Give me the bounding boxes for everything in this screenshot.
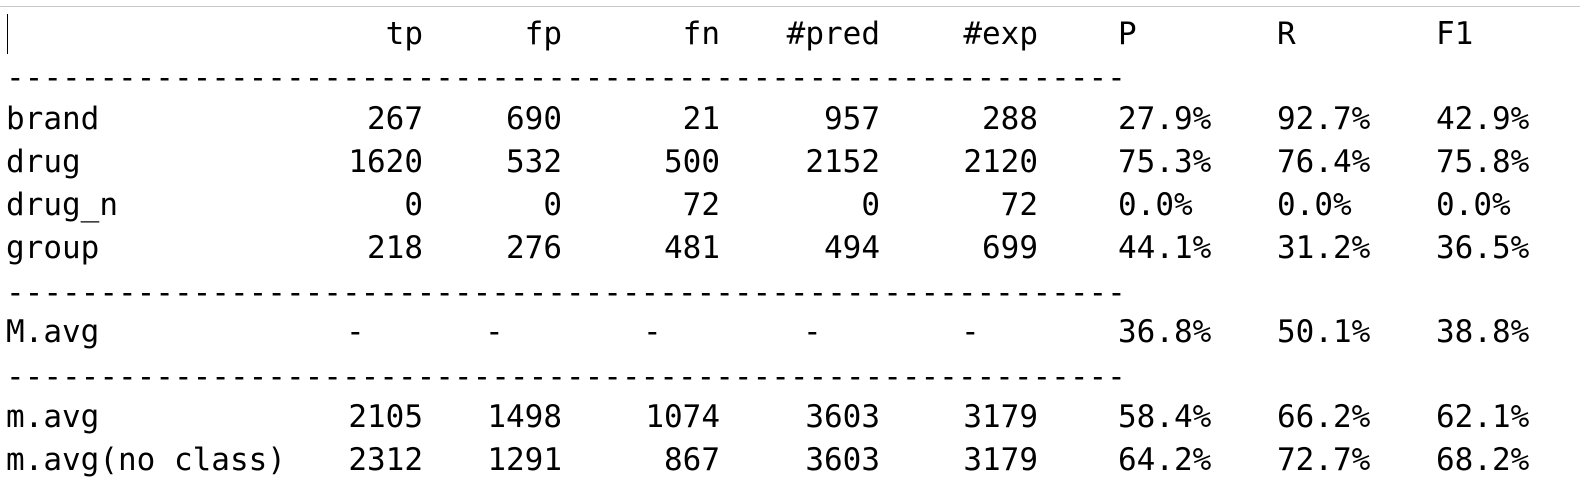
cell-f1: 75.8% — [1436, 144, 1530, 180]
cell-fp: 1291 — [487, 442, 562, 478]
separator-line: ----------------------------------------… — [6, 359, 1126, 395]
cell-fn: 1074 — [645, 399, 720, 435]
cell-pred: 3603 — [805, 442, 880, 478]
row-label: M.avg — [6, 314, 100, 350]
macro-average-row: M.avg - - - - - 36.8% 50.1% 38.8% — [0, 310, 1580, 354]
header-precision: P — [1118, 16, 1137, 52]
cell-recall: 72.7% — [1277, 442, 1371, 478]
cell-exp: 3179 — [963, 442, 1038, 478]
cell-recall: 66.2% — [1277, 399, 1371, 435]
header-pred: #pred — [786, 16, 880, 52]
row-label: drug_n — [6, 187, 118, 223]
table-row: drug 1620 532 500 2152 2120 75.3% 76.4% … — [0, 140, 1580, 184]
cell-fn: 500 — [664, 144, 720, 180]
cell-f1: 42.9% — [1436, 101, 1530, 137]
header-recall: R — [1277, 16, 1296, 52]
cell-precision: 36.8% — [1118, 314, 1212, 350]
cell-precision: 27.9% — [1118, 101, 1212, 137]
cell-fp: 276 — [506, 230, 562, 266]
cell-recall: 31.2% — [1277, 230, 1371, 266]
table-row: brand 267 690 21 957 288 27.9% 92.7% 42.… — [0, 97, 1580, 141]
cell-precision: 44.1% — [1118, 230, 1212, 266]
row-label: brand — [6, 101, 100, 137]
cell-fn: 867 — [664, 442, 720, 478]
header-exp: #exp — [963, 16, 1038, 52]
cell-exp: 288 — [982, 101, 1038, 137]
table-row: group 218 276 481 494 699 44.1% 31.2% 36… — [0, 226, 1580, 270]
cell-tp: 267 — [367, 101, 423, 137]
header-fn: fn — [682, 16, 720, 52]
cell-recall: 92.7% — [1277, 101, 1371, 137]
cell-f1: 68.2% — [1436, 442, 1530, 478]
cell-fp: - — [485, 314, 504, 350]
cell-exp: 2120 — [963, 144, 1038, 180]
cell-f1: 0.0% — [1436, 187, 1511, 223]
cell-exp: 3179 — [963, 399, 1038, 435]
top-border-line — [0, 6, 1580, 7]
row-label: drug — [6, 144, 81, 180]
cell-pred: - — [803, 314, 822, 350]
cell-exp: 72 — [1000, 187, 1038, 223]
cell-fn: - — [643, 314, 662, 350]
cell-recall: 0.0% — [1277, 187, 1352, 223]
table-header-row: tp fp fn #pred #exp P R F1 — [0, 12, 1580, 56]
text-cursor — [7, 14, 8, 54]
cell-tp: 218 — [367, 230, 423, 266]
cell-pred: 3603 — [805, 399, 880, 435]
header-tp: tp — [385, 16, 423, 52]
cell-f1: 62.1% — [1436, 399, 1530, 435]
separator-line: ----------------------------------------… — [6, 275, 1126, 311]
cell-tp: 2312 — [348, 442, 423, 478]
header-fp: fp — [524, 16, 562, 52]
micro-average-row: m.avg 2105 1498 1074 3603 3179 58.4% 66.… — [0, 395, 1580, 439]
cell-tp: 1620 — [348, 144, 423, 180]
cell-precision: 0.0% — [1118, 187, 1193, 223]
cell-pred: 2152 — [805, 144, 880, 180]
cell-f1: 38.8% — [1436, 314, 1530, 350]
micro-average-row: m.avg(no class) 2312 1291 867 3603 3179 … — [0, 438, 1580, 482]
cell-pred: 494 — [824, 230, 880, 266]
cell-precision: 64.2% — [1118, 442, 1212, 478]
header-f1: F1 — [1436, 16, 1474, 52]
row-label: m.avg — [6, 399, 100, 435]
cell-exp: - — [961, 314, 980, 350]
row-label: group — [6, 230, 100, 266]
cell-exp: 699 — [982, 230, 1038, 266]
cell-tp: - — [346, 314, 365, 350]
cell-precision: 58.4% — [1118, 399, 1212, 435]
cell-tp: 0 — [404, 187, 423, 223]
cell-precision: 75.3% — [1118, 144, 1212, 180]
cell-fn: 481 — [664, 230, 720, 266]
cell-f1: 36.5% — [1436, 230, 1530, 266]
cell-pred: 957 — [824, 101, 880, 137]
cell-fn: 21 — [682, 101, 720, 137]
cell-pred: 0 — [861, 187, 880, 223]
row-label: m.avg(no class) — [6, 442, 286, 478]
cell-fp: 690 — [506, 101, 562, 137]
cell-fp: 532 — [506, 144, 562, 180]
cell-fp: 0 — [543, 187, 562, 223]
cell-recall: 50.1% — [1277, 314, 1371, 350]
cell-tp: 2105 — [348, 399, 423, 435]
table-row: drug_n 0 0 72 0 72 0.0% 0.0% 0.0% — [0, 183, 1580, 227]
cell-recall: 76.4% — [1277, 144, 1371, 180]
separator-line: ----------------------------------------… — [6, 60, 1126, 96]
cell-fp: 1498 — [487, 399, 562, 435]
cell-fn: 72 — [682, 187, 720, 223]
